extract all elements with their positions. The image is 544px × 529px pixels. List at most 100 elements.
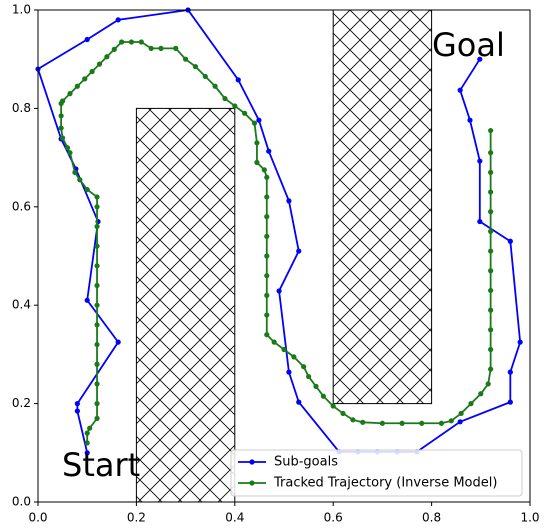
point: [296, 248, 302, 254]
point: [74, 401, 80, 407]
point: [212, 83, 218, 89]
legend-marker: [249, 459, 255, 465]
goal-label: Goal: [432, 26, 505, 64]
x-tick-label: 0.6: [324, 511, 343, 525]
point: [119, 39, 125, 45]
point: [488, 287, 494, 294]
point: [419, 420, 425, 426]
point: [87, 425, 93, 431]
point: [67, 150, 73, 156]
point: [115, 339, 121, 345]
axes-frame: [37, 9, 531, 503]
point: [261, 167, 267, 173]
point: [478, 391, 484, 397]
point: [477, 218, 483, 225]
point: [84, 450, 90, 456]
point: [58, 125, 64, 131]
point: [448, 418, 454, 424]
point: [94, 282, 100, 289]
point: [264, 312, 270, 318]
point: [74, 408, 80, 414]
point: [94, 194, 100, 200]
obstacle: [135, 107, 236, 503]
point: [350, 417, 356, 423]
point: [313, 383, 319, 389]
point: [94, 243, 100, 249]
point: [94, 381, 100, 387]
y-tick-label: 1.0: [12, 3, 31, 17]
point: [235, 77, 241, 83]
point: [192, 63, 199, 70]
point: [89, 68, 95, 75]
point: [379, 420, 385, 426]
point: [468, 401, 474, 407]
point: [111, 46, 117, 52]
point: [222, 95, 228, 102]
point: [94, 322, 100, 328]
point: [128, 39, 135, 45]
point: [291, 354, 297, 360]
point: [82, 76, 88, 82]
x-tick-label: 1.0: [520, 511, 539, 525]
point: [94, 263, 100, 269]
point: [477, 158, 483, 164]
point: [67, 91, 73, 97]
point: [60, 135, 66, 141]
point: [458, 410, 464, 417]
point: [94, 302, 100, 308]
point: [96, 61, 103, 67]
legend-label: Tracked Trajectory (Inverse Model): [273, 476, 497, 491]
x-tick-label: 0.4: [225, 511, 244, 525]
point: [271, 339, 277, 345]
point: [286, 369, 292, 375]
point: [286, 198, 292, 204]
point: [254, 140, 260, 146]
point: [488, 150, 494, 156]
point: [138, 39, 144, 45]
point: [330, 403, 336, 409]
point: [58, 113, 64, 119]
point: [264, 292, 270, 298]
point: [183, 56, 189, 62]
point: [115, 17, 121, 23]
point: [84, 440, 90, 446]
point: [84, 430, 90, 436]
point: [264, 273, 270, 279]
x-tick-label: 0.8: [422, 511, 441, 525]
point: [306, 373, 312, 380]
point: [64, 145, 71, 151]
point: [266, 148, 272, 154]
point: [242, 110, 248, 116]
point: [254, 159, 260, 166]
point: [84, 36, 90, 43]
legend: Sub-goals Tracked Trajectory (Inverse Mod…: [230, 449, 523, 497]
legend-marker: [249, 480, 255, 486]
point: [173, 45, 179, 51]
point: [256, 117, 262, 123]
point: [488, 189, 494, 195]
point: [104, 54, 110, 60]
point: [148, 45, 154, 51]
point: [488, 366, 494, 372]
point: [457, 419, 463, 425]
point: [94, 341, 100, 348]
point: [301, 364, 307, 370]
y-tick-label: 0.4: [12, 298, 31, 312]
point: [488, 327, 494, 333]
point: [485, 381, 491, 387]
point: [320, 393, 326, 399]
point: [488, 228, 494, 234]
y-tick-label: 0.2: [12, 396, 31, 410]
point: [507, 238, 513, 244]
point: [264, 214, 270, 220]
point: [74, 83, 80, 89]
point: [94, 361, 100, 367]
x-tick-label: 0.2: [127, 511, 146, 525]
point: [488, 346, 494, 353]
point: [488, 169, 494, 175]
point: [94, 204, 100, 210]
point: [457, 87, 463, 93]
y-tick-label: 0.8: [12, 101, 31, 115]
point: [360, 419, 366, 425]
